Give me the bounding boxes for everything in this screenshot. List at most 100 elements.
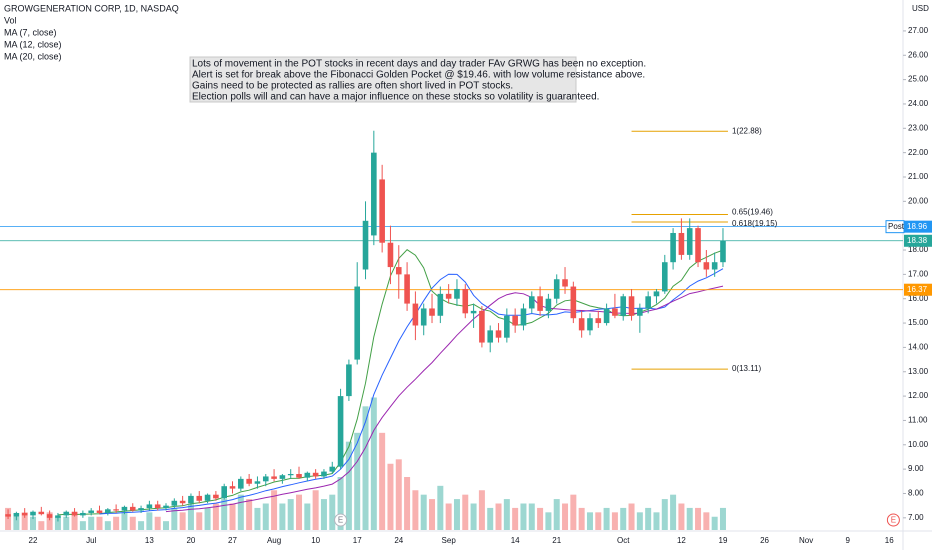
price-label-box (904, 234, 932, 247)
candle-body (553, 279, 560, 299)
candle-body (196, 495, 203, 501)
volume-bar (620, 507, 627, 530)
candle-body (653, 291, 660, 297)
candle-body (379, 179, 385, 243)
x-tick-label: Oct (617, 536, 630, 545)
candle-body (612, 308, 618, 316)
candle-body (329, 466, 336, 472)
candle-body (686, 228, 693, 255)
volume-bar (212, 503, 219, 530)
candle-body (80, 512, 86, 516)
annotation-line: Alert is set for break above the Fibonac… (192, 70, 645, 81)
volume-bar (528, 503, 535, 530)
candle-body (271, 476, 277, 479)
volume-bar (262, 503, 269, 530)
candle-body (437, 293, 444, 316)
candle-body (578, 318, 585, 331)
candle-body (71, 511, 78, 516)
candle-body (304, 472, 311, 478)
candle-body (387, 242, 394, 268)
volume-bar (304, 503, 311, 530)
earnings-label: E (338, 516, 343, 525)
volume-bar (562, 503, 569, 530)
x-tick-label: 26 (760, 536, 769, 545)
candle-body (55, 515, 61, 518)
candle-body (238, 478, 244, 489)
candle-body (595, 318, 602, 324)
y-tick-label: 10.00 (908, 440, 929, 449)
volume-bar (129, 516, 136, 530)
candle-body (88, 510, 94, 513)
earnings-marker (334, 513, 348, 527)
volume-bar (628, 503, 635, 530)
price-label: 18.38 (907, 236, 928, 245)
x-tick-label: 20 (186, 536, 195, 545)
volume-bar (254, 507, 261, 530)
volume-bar (503, 499, 510, 530)
volume-bar (670, 494, 677, 530)
candle-body (246, 478, 252, 484)
volume-bar (237, 494, 244, 530)
x-tick-label: 24 (394, 536, 403, 545)
candle-body (105, 509, 111, 513)
candle-body (520, 308, 527, 326)
y-tick-label: 22.00 (908, 148, 929, 157)
candle-body (213, 494, 219, 499)
volume-bar (113, 516, 120, 530)
candle-body (146, 504, 153, 509)
price-label-box (904, 283, 932, 296)
volume-bar (487, 507, 494, 530)
candle-body (570, 286, 577, 319)
volume-bar (370, 397, 377, 530)
volume-bar (345, 441, 352, 530)
y-tick-label: 25.00 (908, 75, 929, 84)
candle-body (445, 293, 452, 299)
y-tick-label: 16.00 (908, 294, 929, 303)
candle-body (46, 514, 53, 518)
volume-bar (611, 512, 618, 530)
candle-body (121, 506, 128, 511)
volume-bar (437, 485, 444, 530)
volume-bar (63, 516, 70, 530)
candle-body (171, 500, 178, 506)
volume-bar (54, 516, 61, 530)
candle-body (495, 330, 502, 338)
volume-bar (337, 477, 344, 530)
candle-body (711, 262, 718, 270)
ma-legend: MA (7, close) (4, 27, 57, 37)
volume-bar (429, 499, 436, 530)
x-tick-label: 14 (511, 536, 520, 545)
x-tick-label: 21 (552, 536, 561, 545)
candle-body (637, 308, 643, 316)
x-tick-label: Aug (267, 536, 281, 545)
volume-bar (362, 406, 369, 530)
volume-bar (495, 503, 502, 530)
volume-bar (445, 503, 452, 530)
y-tick-label: 23.00 (908, 123, 929, 132)
candle-body (362, 220, 369, 270)
volume-bar (138, 521, 145, 530)
y-tick-label: 21.00 (908, 172, 929, 181)
volume-bar (38, 521, 45, 530)
candle-body (512, 315, 518, 326)
candle-body (312, 472, 319, 477)
fib-label: 0.618(19.15) (732, 219, 778, 228)
candle-body (38, 511, 45, 515)
volume-bar (695, 507, 702, 530)
candle-body (412, 303, 419, 326)
earnings-label: E (891, 516, 896, 525)
y-tick-label: 11.00 (908, 416, 928, 425)
volume-bar (354, 432, 361, 530)
candle-body (720, 240, 726, 263)
candle-body (528, 296, 535, 309)
candle-body (587, 318, 593, 331)
candle-body (337, 396, 344, 467)
candle-body (395, 267, 402, 275)
volume-bar (395, 459, 402, 530)
volume-bar (719, 507, 726, 530)
volume-bar (404, 477, 411, 530)
candle-body (21, 512, 28, 516)
x-tick-label: 10 (311, 536, 320, 545)
candle-body (678, 232, 685, 255)
candle-body (296, 474, 302, 478)
